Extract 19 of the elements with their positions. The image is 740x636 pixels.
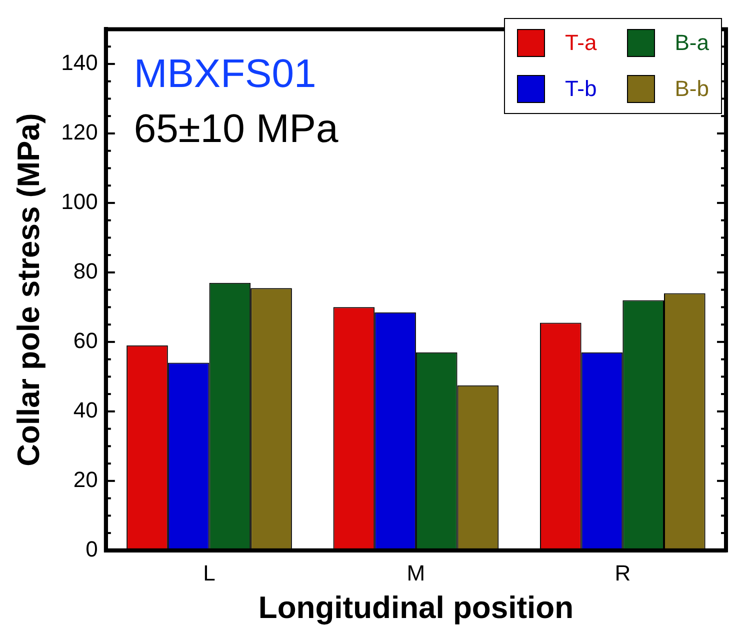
annotation: 65±10 MPa xyxy=(134,107,339,152)
legend-label: T-b xyxy=(564,76,597,102)
y-tick-label: 100 xyxy=(61,188,98,214)
annotation: MBXFS01 xyxy=(134,52,316,96)
y-tick-label: 60 xyxy=(73,328,98,353)
y-tick-label: 40 xyxy=(73,397,98,422)
x-axis-title: Longitudinal position xyxy=(258,590,574,625)
legend-label: B-b xyxy=(674,76,709,102)
y-tick-label: 140 xyxy=(61,50,98,76)
y-tick-label: 20 xyxy=(73,466,98,492)
x-tick-label: M xyxy=(406,560,426,586)
y-axis-title: Collar pole stress (MPa) xyxy=(11,113,46,466)
legend-label: T-a xyxy=(564,30,597,56)
y-tick-label: 0 xyxy=(86,536,98,562)
y-tick-label: 80 xyxy=(73,258,98,284)
x-tick-label: L xyxy=(203,560,216,586)
x-tick-label: R xyxy=(614,560,631,586)
y-tick-label: 120 xyxy=(61,120,98,145)
legend-label: B-a xyxy=(674,30,709,56)
